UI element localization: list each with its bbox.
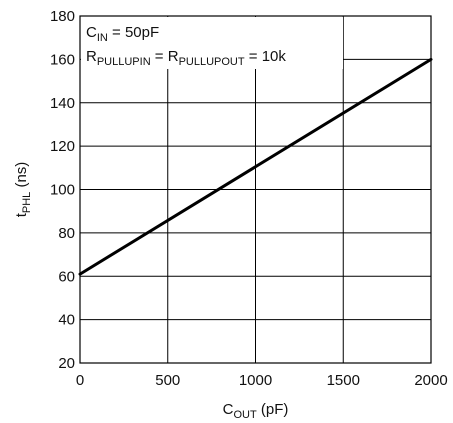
y-tick-label-2: 60 (58, 268, 75, 285)
y-axis-title-sub: PHL (21, 192, 33, 213)
x-axis-title-sub: OUT (233, 409, 257, 421)
x-tick-label-4: 2000 (414, 372, 447, 389)
y-tick-label-3: 80 (58, 225, 75, 242)
annotation-line-1-part-0: R (86, 48, 97, 65)
annotation-background (81, 17, 343, 69)
x-tick-label-2: 1000 (239, 372, 272, 389)
annotation-line-0-part-1: IN (97, 32, 108, 44)
x-axis-title: COUT (pF) (223, 401, 289, 421)
series-line-0 (78, 57, 433, 276)
x-axis-title-unit: (pF) (257, 401, 289, 418)
annotation-line-0-part-2: = 50pF (108, 24, 159, 41)
annotation-line-1-part-1: PULLUPIN (97, 56, 151, 68)
y-tick-label-6: 140 (50, 95, 75, 112)
y-tick-label-7: 160 (50, 51, 75, 68)
y-tick-label-4: 100 (50, 182, 75, 199)
annotation-line-1: RPULLUPIN = RPULLUPOUT = 10k (86, 48, 286, 68)
annotation-line-1-part-4: = 10k (245, 48, 287, 65)
annotation-box: CIN = 50pF RPULLUPIN = RPULLUPOUT = 10k (81, 17, 343, 69)
annotation-line-0: CIN = 50pF (86, 24, 159, 44)
y-axis-title: tPHL (ns) (13, 162, 33, 218)
tick-labels: 20 40 60 80 100 120 140 160 180 0 500 1000 1500 2000 (50, 8, 448, 389)
series-layer (78, 57, 433, 276)
annotation-line-1-part-2: = R (151, 48, 179, 65)
y-tick-label-8: 180 (50, 8, 75, 25)
x-tick-label-1: 500 (155, 372, 180, 389)
annotation-line-0-part-0: C (86, 24, 97, 41)
x-tick-label-0: 0 (76, 372, 84, 389)
annotation-line-1-part-3: PULLUPOUT (179, 56, 245, 68)
x-tick-label-3: 1500 (327, 372, 360, 389)
x-axis-title-main: C (223, 401, 234, 418)
y-tick-label-1: 40 (58, 312, 75, 329)
y-tick-label-5: 120 (50, 138, 75, 155)
plot-frame (79, 15, 432, 364)
y-axis-title-unit: (ns) (13, 162, 30, 192)
y-tick-label-0: 20 (58, 355, 75, 372)
y-axis-title-main: t (13, 212, 30, 217)
